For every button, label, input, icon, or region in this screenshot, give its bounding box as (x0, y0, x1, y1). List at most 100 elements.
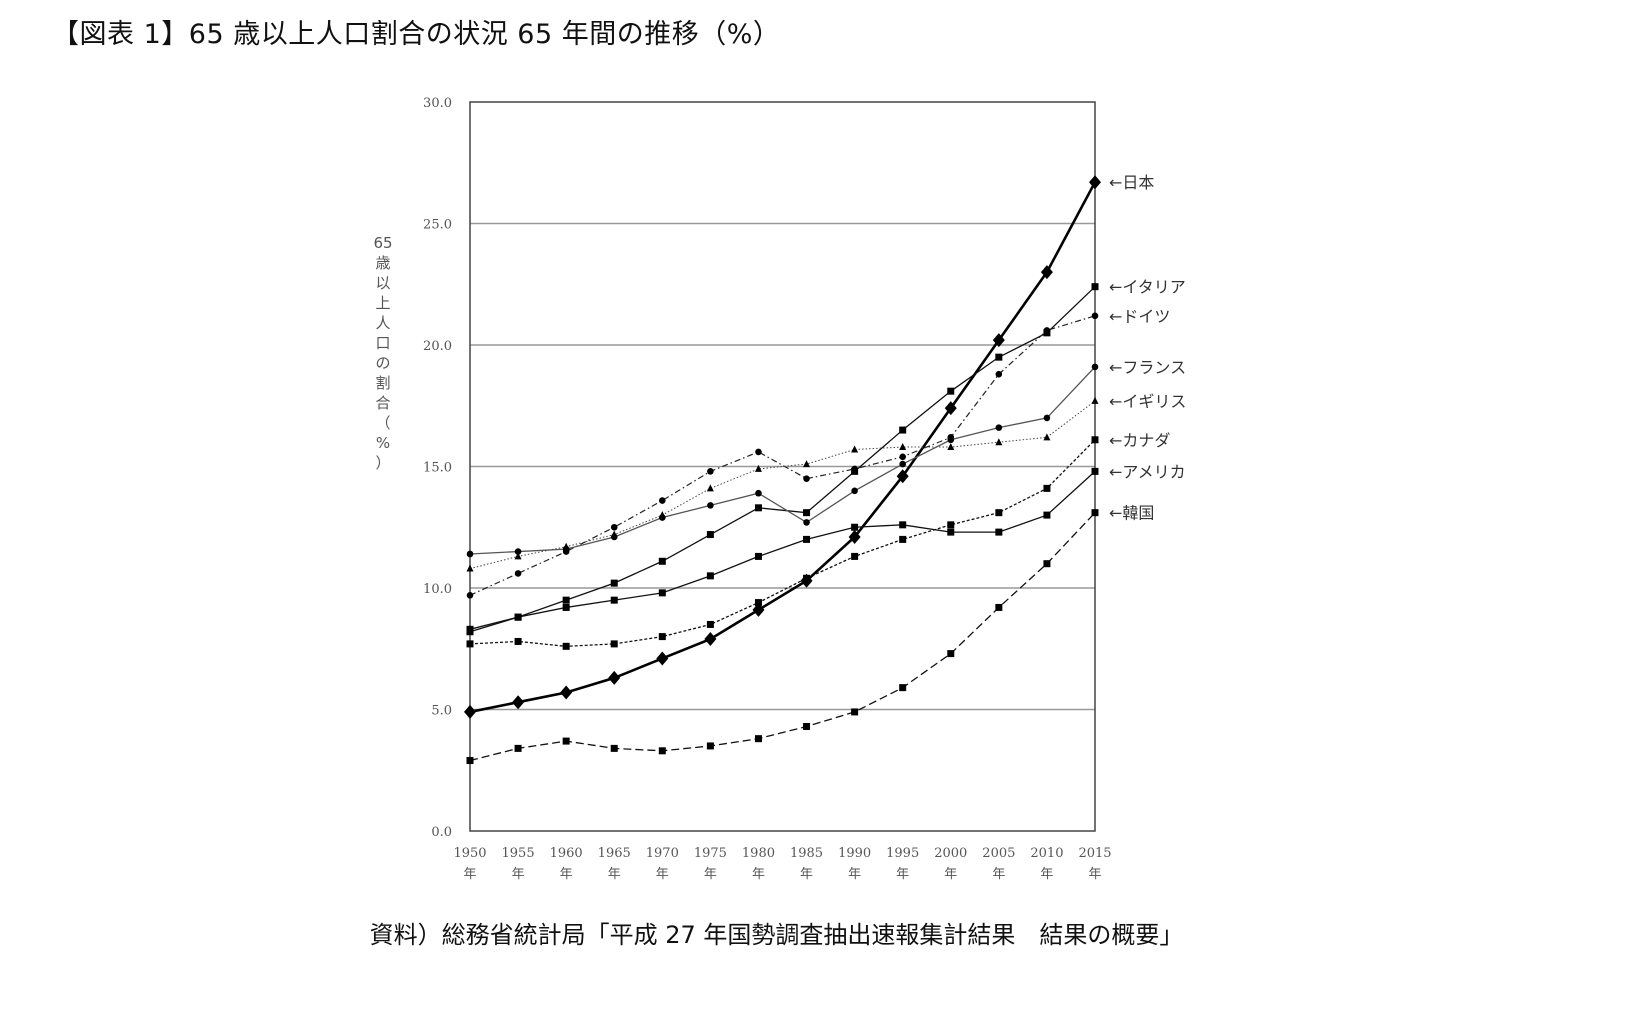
x-tick-suffix: 年 (800, 867, 813, 882)
data-point-diamond (1040, 265, 1053, 280)
x-tick-label: 1995 (886, 846, 919, 861)
data-point-square (610, 640, 618, 648)
data-point-diamond (560, 685, 573, 700)
y-axis-label-char: % (376, 434, 390, 452)
data-point-square (754, 599, 762, 607)
x-tick-label: 1960 (550, 846, 583, 861)
data-point-square (947, 387, 955, 395)
page-title: 【図表 1】65 歳以上人口割合の状況 65 年間の推移（%） (52, 19, 781, 50)
x-tick-suffix: 年 (1040, 867, 1053, 882)
y-axis-label-char: 人 (375, 314, 390, 332)
data-point-square (658, 589, 666, 597)
data-point-square (610, 596, 618, 604)
data-point-square (610, 579, 618, 587)
data-point-square (706, 742, 714, 750)
x-tick-suffix: 年 (992, 867, 1005, 882)
series-label: ←日本 (1109, 173, 1154, 192)
data-point-diamond (752, 602, 765, 617)
data-point-triangle (947, 443, 955, 451)
x-tick-label: 1970 (646, 846, 679, 861)
data-point-square (706, 572, 714, 580)
series-line (469, 470, 1096, 633)
data-point-square (947, 521, 955, 529)
y-axis-label-char: 65 (373, 234, 392, 252)
data-point-circle (899, 453, 906, 461)
data-point-circle (1091, 312, 1099, 320)
data-point-triangle (995, 438, 1003, 446)
data-point-square (658, 557, 666, 565)
series-label: ←イタリア (1109, 278, 1186, 297)
y-axis-label-char: 以 (375, 274, 390, 292)
series-label: ←韓国 (1109, 504, 1154, 523)
y-axis-label-char: 上 (375, 294, 390, 312)
data-point-circle (1043, 327, 1051, 334)
plot-frame (469, 101, 1096, 832)
x-tick-label: 2000 (934, 846, 967, 861)
x-tick-suffix: 年 (512, 867, 525, 882)
data-point-square (658, 747, 666, 755)
data-point-square (562, 596, 570, 604)
data-point-square (562, 737, 570, 745)
data-point-circle (899, 460, 906, 468)
x-tick-suffix: 年 (560, 867, 573, 882)
data-point-triangle (803, 460, 811, 468)
y-axis-label-char: の (375, 354, 390, 372)
data-point-diamond (608, 670, 621, 685)
data-point-square (1091, 467, 1099, 475)
data-point-circle (803, 519, 810, 526)
series-line (469, 286, 1096, 630)
data-point-circle (851, 487, 858, 495)
y-axis-label-char: 合 (375, 394, 390, 412)
data-point-square (1091, 509, 1099, 517)
y-axis-label-char: ） (375, 454, 390, 472)
x-tick-label: 1975 (694, 846, 727, 861)
series-line (469, 315, 1096, 596)
data-point-triangle (1091, 396, 1099, 404)
data-point-triangle (658, 511, 666, 519)
y-axis-label-char: 口 (375, 334, 390, 352)
x-tick-suffix: 年 (608, 867, 621, 882)
y-tick-label: 10.0 (423, 582, 452, 597)
x-tick-label: 2015 (1078, 846, 1111, 861)
data-point-triangle (1043, 433, 1051, 441)
data-point-square (658, 633, 666, 641)
data-point-circle (851, 465, 858, 473)
y-tick-label: 30.0 (423, 96, 452, 111)
data-point-triangle (562, 542, 570, 550)
data-point-square (803, 723, 811, 731)
data-point-square (754, 552, 762, 560)
data-point-triangle (514, 552, 522, 560)
data-point-diamond (704, 632, 717, 647)
data-point-square (947, 650, 955, 658)
data-point-diamond (992, 333, 1005, 348)
data-point-square (754, 735, 762, 743)
x-tick-suffix: 年 (896, 867, 909, 882)
data-point-diamond (464, 704, 476, 719)
data-point-circle (1043, 414, 1051, 422)
data-point-square (899, 535, 907, 543)
data-point-square (466, 628, 474, 636)
data-point-square (899, 426, 907, 434)
data-point-square (899, 684, 907, 692)
y-tick-label: 20.0 (423, 339, 452, 354)
data-point-diamond (944, 401, 957, 416)
data-point-circle (466, 550, 474, 558)
x-tick-label: 1985 (790, 846, 823, 861)
x-tick-suffix: 年 (656, 867, 669, 882)
data-point-square (1091, 283, 1099, 291)
data-point-diamond (1089, 175, 1101, 190)
data-point-square (514, 613, 522, 621)
data-point-square (803, 574, 811, 582)
series-line (469, 512, 1096, 762)
data-point-square (899, 521, 907, 529)
data-point-square (995, 528, 1003, 536)
x-tick-suffix: 年 (752, 867, 765, 882)
data-point-circle (707, 502, 714, 509)
x-tick-label: 2005 (982, 846, 1015, 861)
data-point-circle (466, 591, 474, 599)
data-point-circle (1091, 363, 1099, 371)
x-tick-label: 1955 (502, 846, 535, 861)
data-point-square (995, 353, 1003, 361)
data-point-square (466, 640, 474, 648)
